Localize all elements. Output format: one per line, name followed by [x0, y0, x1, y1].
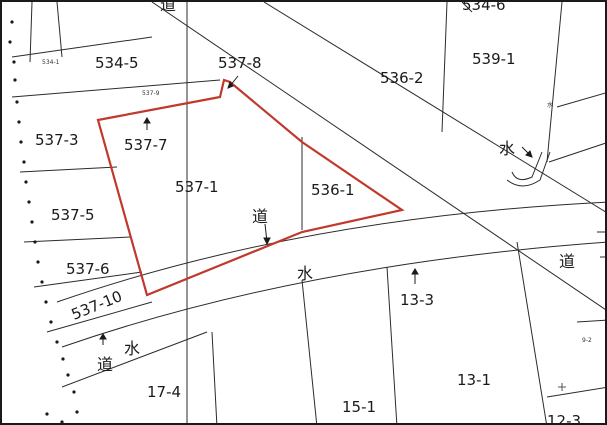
- boundary-line: [576, 319, 605, 323]
- boundary-line: [19, 166, 118, 173]
- boundary-line: [29, 2, 33, 63]
- channel-edge-upper: [56, 201, 605, 303]
- parcel-label: 537-6: [66, 260, 110, 278]
- boundary-line: [548, 142, 605, 163]
- parcel-label: 534-6: [462, 2, 506, 14]
- boundary-line: [56, 2, 63, 58]
- boundary-line: [461, 2, 473, 13]
- parcel-label: 12-3: [547, 412, 581, 425]
- parcel-label: 537-3: [35, 131, 79, 149]
- road-label: 道: [160, 2, 176, 14]
- boundary-line: [301, 279, 318, 423]
- parcel-label: 537-5: [51, 206, 95, 224]
- parcel-label: 537-9: [142, 90, 160, 97]
- boundary-line: [11, 79, 221, 98]
- parcel-label: 534-5: [95, 54, 139, 72]
- road-label: 道: [559, 252, 575, 271]
- parcel-labels: 534-1 534-5 537-8 537-9 536-2 539-1 537-…: [35, 2, 592, 425]
- feature-labels: 道 道 道 道 水 水 水 水: [97, 2, 575, 374]
- boundary-line: [211, 331, 218, 423]
- water-label: 水: [124, 339, 140, 358]
- parcel-label: 536-2: [380, 69, 424, 87]
- parcel-label: 537-7: [124, 136, 168, 154]
- parcel-label: 539-1: [472, 50, 516, 68]
- dotted-boundary: [8, 20, 79, 423]
- parcel-boundaries: [11, 2, 605, 423]
- leader-arrows: [99, 75, 533, 345]
- stream-line: [506, 151, 551, 187]
- parcel-label: 17-4: [147, 383, 181, 401]
- water-label: 水: [547, 101, 553, 109]
- road-edge-lower: [151, 2, 605, 310]
- parcel-label: 534-1: [42, 59, 60, 66]
- highlighted-parcel-boundary[interactable]: [96, 78, 405, 297]
- boundary-line: [11, 36, 153, 58]
- parcel-label: 537-1: [175, 178, 219, 196]
- boundary-line: [546, 387, 605, 398]
- boundary-line: [386, 266, 398, 423]
- road-label: 道: [97, 355, 113, 374]
- parcel-label: 13-1: [457, 371, 491, 389]
- boundary-line: [441, 2, 448, 133]
- road-edge-upper: [263, 2, 605, 213]
- water-label: 水: [499, 139, 515, 158]
- boundary-line: [23, 236, 131, 243]
- boundary-line: [516, 241, 547, 423]
- boundary-line: [46, 301, 153, 333]
- parcel-label: 13-3: [400, 291, 434, 309]
- survey-mark: [558, 383, 566, 391]
- parcel-label: 536-1: [311, 181, 355, 199]
- stream-line: [511, 151, 543, 181]
- parcel-label: 9-2: [582, 337, 592, 344]
- boundary-line: [556, 92, 605, 108]
- parcel-label: 15-1: [342, 398, 376, 416]
- boundary-line: [546, 2, 563, 163]
- road-label: 道: [252, 207, 268, 226]
- water-label: 水: [297, 264, 313, 283]
- boundary-line: [61, 331, 208, 388]
- channel-edge-lower: [61, 241, 605, 348]
- boundary-line: [33, 271, 143, 288]
- parcel-label: 537-8: [218, 54, 262, 72]
